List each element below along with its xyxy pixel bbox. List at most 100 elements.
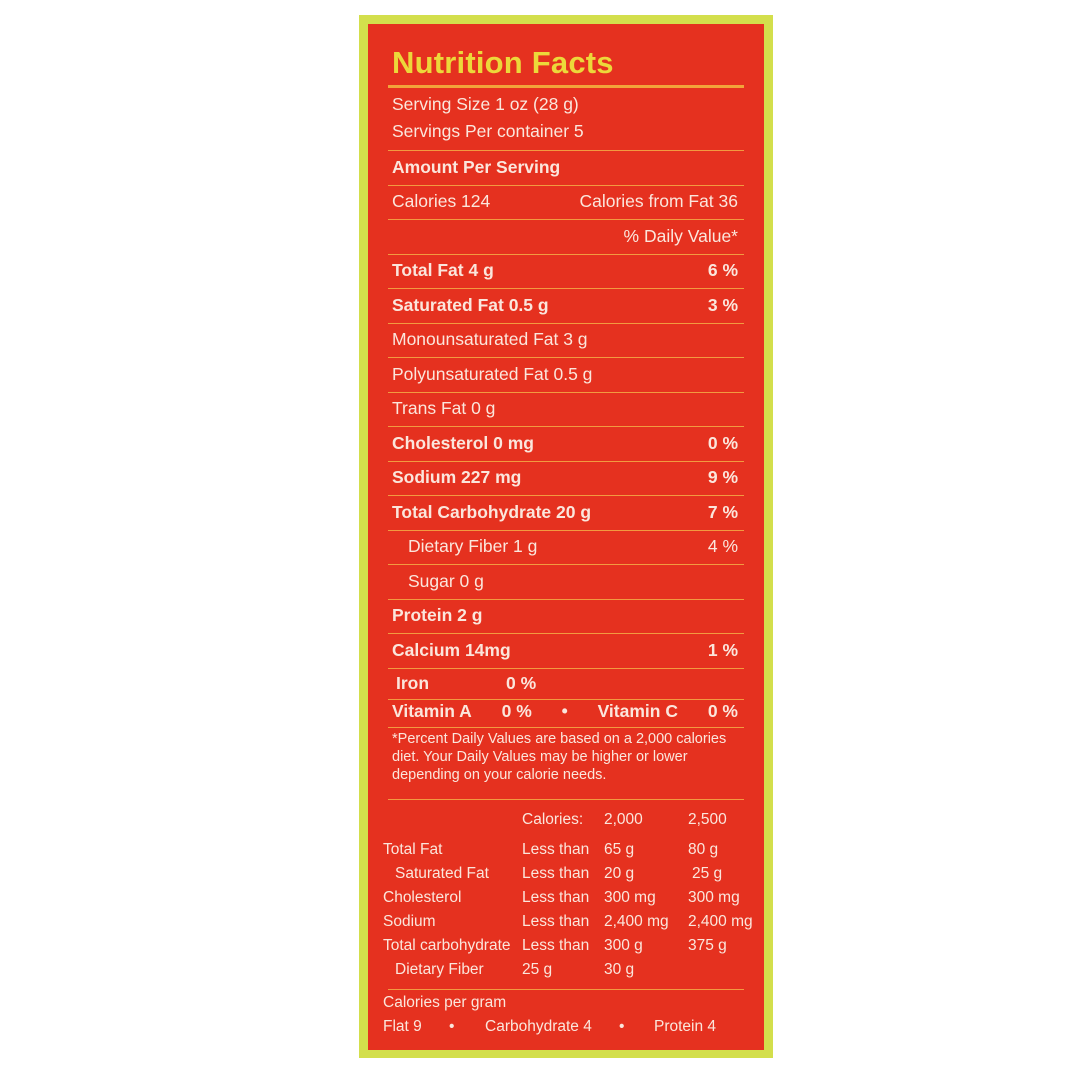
bullet: •	[449, 1018, 455, 1035]
row-value: 7 %	[707, 501, 738, 522]
row-divider	[388, 529, 744, 531]
table-cell: 300 mg	[604, 889, 656, 906]
table-cell: Total carbohydrate	[383, 937, 511, 954]
row-label: Polyunsaturated Fat 0.5 g	[392, 363, 593, 384]
table-cell: 80 g	[688, 841, 719, 858]
table-cell: 2,000	[604, 811, 643, 828]
row-value: 1 %	[707, 639, 738, 660]
row-label: Dietary Fiber 1 g	[408, 536, 538, 556]
daily-value-header: % Daily Value*	[392, 221, 738, 251]
row-divider	[388, 633, 744, 634]
row-label: Total Fat 4 g	[392, 260, 494, 280]
vitamins-row: Vitamin A 0 % • Vitamin C 0 %	[392, 697, 738, 727]
row-divider	[388, 357, 744, 358]
row-label: Monounsaturated Fat 3 g	[392, 329, 588, 349]
row-divider	[388, 799, 744, 800]
iron-row: Iron 0 %	[392, 669, 738, 699]
row-divider	[388, 989, 744, 990]
nutrient-row: Dietary Fiber 1 g 4 %	[392, 532, 738, 562]
table-cell: 25 g	[522, 961, 553, 978]
calories-row: Calories 124 Calories from Fat 36	[392, 187, 738, 217]
table-cell: 30 g	[604, 961, 635, 978]
row-value: 3 %	[707, 294, 738, 315]
row-label: Amount Per Serving	[392, 156, 561, 177]
table-cell: Total Fat	[383, 841, 443, 858]
row-divider	[388, 460, 744, 462]
iron-dv: 0 %	[506, 673, 537, 693]
nutrient-row: Saturated Fat 0.5 g 3 %	[392, 290, 738, 320]
row-divider	[388, 495, 744, 496]
nutrient-row: Cholesterol 0 mg 0 %	[392, 428, 738, 458]
protein-per-gram: Protein 4	[654, 1018, 717, 1035]
table-cell: Dietary Fiber	[395, 961, 484, 978]
row-divider	[388, 564, 744, 565]
table-cell: 25 g	[692, 865, 723, 882]
calories-per-gram-label: Calories per gram	[383, 994, 507, 1011]
nutrient-row: Sodium 227 mg 9 %	[392, 463, 738, 493]
row-divider	[388, 150, 744, 151]
table-cell: 2,500	[688, 811, 727, 828]
row-label: Protein 2 g	[392, 605, 483, 625]
vitamin-c-label: Vitamin C	[597, 701, 678, 721]
table-cell: 375 g	[688, 937, 727, 954]
table-cell: 65 g	[604, 841, 635, 858]
row-divider	[388, 667, 744, 669]
row-divider	[388, 288, 744, 289]
table-cell: Cholesterol	[383, 889, 462, 906]
nutrient-row: Polyunsaturated Fat 0.5 g	[392, 359, 738, 389]
amount-per-serving: Amount Per Serving	[392, 152, 738, 182]
row-divider	[388, 322, 744, 324]
row-divider	[388, 698, 744, 700]
table-cell: 2,400 mg	[604, 913, 669, 930]
row-divider	[388, 253, 744, 255]
row-value: 9 %	[707, 467, 738, 487]
serving-size-text: Serving Size 1 oz (28 g)	[392, 93, 579, 114]
row-label: Sodium 227 mg	[392, 467, 522, 487]
table-cell: Less than	[522, 889, 590, 906]
row-value: 6 %	[707, 260, 738, 280]
bullet: •	[561, 701, 568, 721]
table-cell: Sodium	[383, 913, 436, 930]
table-cell: 300 g	[604, 937, 643, 954]
row-label: Trans Fat 0 g	[392, 398, 496, 418]
row-divider	[388, 219, 744, 220]
label-title: Nutrition Facts	[392, 45, 614, 80]
bullet: •	[619, 1018, 625, 1035]
row-divider	[388, 726, 744, 728]
table-cell: 2,400 mg	[688, 913, 753, 930]
row-divider	[388, 391, 744, 393]
servings-per-container: Servings Per container 5	[392, 116, 738, 146]
row-label: Calcium 14mg	[392, 639, 511, 660]
nutrient-row: Total Carbohydrate 20 g 7 %	[392, 497, 738, 527]
iron-label: Iron	[396, 673, 430, 693]
serving-size: Serving Size 1 oz (28 g)	[392, 89, 738, 119]
nutrient-row: Monounsaturated Fat 3 g	[392, 325, 738, 355]
fat-per-gram: Flat 9	[383, 1018, 422, 1035]
row-value: Calories from Fat 36	[579, 191, 738, 211]
row-label: Cholesterol 0 mg	[392, 432, 534, 453]
nutrient-row: Sugar 0 g	[392, 566, 738, 596]
table-cell: Less than	[522, 913, 590, 930]
table-cell: Less than	[522, 841, 590, 858]
nutrient-row: Trans Fat 0 g	[392, 394, 738, 424]
row-divider	[388, 598, 744, 600]
row-value: 4 %	[707, 536, 738, 556]
row-label: Total Carbohydrate 20 g	[392, 501, 592, 522]
nutrition-label-panel	[368, 24, 764, 1050]
vitamin-c-dv: 0 %	[707, 701, 738, 721]
nutrient-row: Calcium 14mg 1 %	[392, 635, 738, 665]
table-cell: Calories:	[522, 811, 584, 828]
table-cell: 20 g	[604, 865, 635, 882]
servings-text: Servings Per container 5	[392, 120, 584, 141]
vitamin-a-label: Vitamin A	[392, 701, 472, 721]
footnote: *Percent Daily Values are based on a 2,0…	[392, 730, 727, 783]
title-divider	[388, 85, 744, 88]
table-cell: Less than	[522, 865, 590, 882]
row-divider	[388, 184, 744, 186]
nutrient-row: Total Fat 4 g 6 %	[392, 256, 738, 286]
row-value: % Daily Value*	[623, 225, 738, 246]
table-cell: 300 mg	[688, 889, 740, 906]
row-label: Calories 124	[392, 191, 491, 211]
row-label: Sugar 0 g	[408, 570, 484, 591]
row-label: Saturated Fat 0.5 g	[392, 294, 549, 315]
